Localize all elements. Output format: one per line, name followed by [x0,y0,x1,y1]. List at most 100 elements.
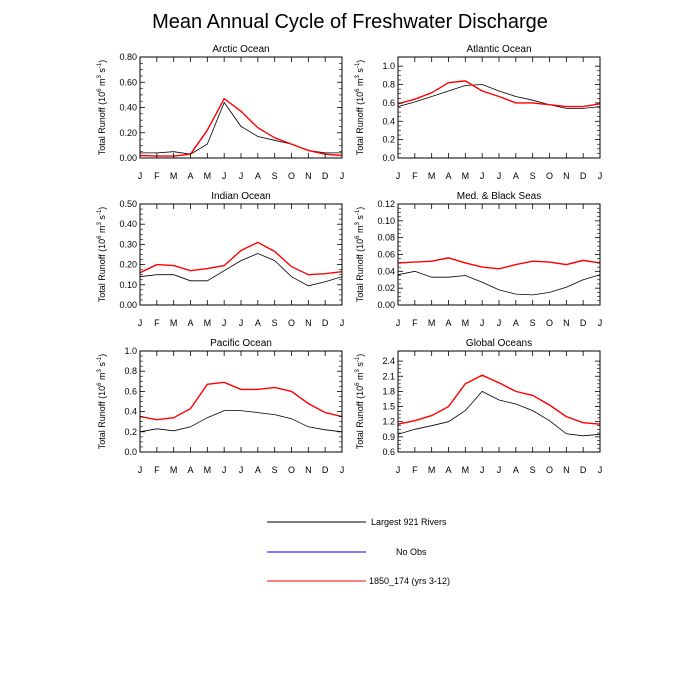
x-tick-label: M [170,465,178,475]
x-tick-label: S [530,171,536,181]
x-tick-label: A [445,318,451,328]
y-tick-label: 0.20 [119,260,137,270]
x-tick-label: M [204,465,212,475]
y-tick-label: 1.5 [382,402,395,412]
x-tick-label: F [154,318,160,328]
y-tick-label: 0.4 [382,116,395,126]
x-tick-label: A [187,318,193,328]
x-tick-label: A [255,171,261,181]
y-axis-label: Total Runoff (106 m3 s-1) [355,354,365,449]
y-axis-label: Total Runoff (106 m3 s-1) [97,60,107,155]
x-tick-label: D [580,171,587,181]
x-tick-label: J [396,318,401,328]
series-line-largest-921-rivers [140,410,342,433]
x-tick-label: M [428,318,436,328]
x-tick-label: J [138,171,143,181]
y-tick-label: 1.8 [382,386,395,396]
y-tick-label: 0.8 [382,80,395,90]
y-tick-label: 0.00 [119,153,137,163]
plot-frame [397,56,601,159]
x-tick-label: D [580,318,587,328]
series-line-1850-174-yrs-3-12 [140,97,342,157]
series-line-1850-174-yrs-3-12 [398,257,600,270]
x-tick-label: J [239,318,244,328]
x-tick-label: M [204,171,212,181]
legend-label: No Obs [396,547,427,557]
x-tick-label: J [480,465,485,475]
x-tick-label: A [255,318,261,328]
x-tick-label: J [222,318,227,328]
y-axis-label: Total Runoff (106 m3 s-1) [355,60,365,155]
y-tick-label: 0.9 [382,432,395,442]
y-tick-label: 0.80 [119,52,137,62]
legend-label: 1850_174 (yrs 3-12) [369,576,450,586]
x-tick-label: O [546,465,553,475]
plot-frame [397,350,601,453]
series-line-1850-174-yrs-3-12 [398,374,600,425]
y-tick-label: 0.50 [119,199,137,209]
x-tick-label: M [170,318,178,328]
x-tick-label: A [513,465,519,475]
y-tick-label: 0.10 [119,280,137,290]
x-tick-label: D [322,465,329,475]
x-tick-label: J [497,171,502,181]
x-tick-label: O [546,318,553,328]
x-tick-label: M [428,171,436,181]
series-line-largest-921-rivers [398,270,600,296]
x-tick-label: F [154,465,160,475]
x-tick-label: J [480,171,485,181]
x-tick-label: A [255,465,261,475]
y-axis-label: Total Runoff (106 m3 s-1) [97,354,107,449]
x-tick-label: O [288,465,295,475]
y-axis-label: Total Runoff (106 m3 s-1) [97,207,107,302]
y-tick-label: 0.6 [382,447,395,457]
y-tick-label: 0.0 [124,447,137,457]
x-tick-label: J [598,318,603,328]
x-tick-label: J [138,318,143,328]
x-tick-label: S [272,318,278,328]
series-line-largest-921-rivers [140,101,342,155]
x-tick-label: J [138,465,143,475]
plot-frame [139,56,343,159]
y-tick-label: 0.40 [119,219,137,229]
figure-title: Mean Annual Cycle of Freshwater Discharg… [152,11,548,33]
y-tick-label: 0.30 [119,239,137,249]
x-tick-label: S [272,465,278,475]
x-tick-label: A [513,318,519,328]
x-tick-label: A [187,465,193,475]
x-tick-label: J [480,318,485,328]
x-tick-label: J [340,465,345,475]
x-tick-label: A [445,465,451,475]
x-tick-label: M [462,318,470,328]
x-tick-label: M [204,318,212,328]
x-tick-label: N [563,318,570,328]
y-tick-label: 0.2 [124,427,137,437]
y-tick-label: 0.10 [377,216,395,226]
series-line-1850-174-yrs-3-12 [398,80,600,108]
panel-title: Atlantic Ocean [466,44,531,55]
y-tick-label: 0.00 [377,300,395,310]
y-tick-label: 0.12 [377,199,395,209]
x-tick-label: J [598,171,603,181]
y-tick-label: 0.04 [377,266,395,276]
y-tick-label: 0.6 [124,386,137,396]
series-line-largest-921-rivers [398,84,600,109]
x-tick-label: J [340,171,345,181]
x-tick-label: J [598,465,603,475]
x-tick-label: M [462,171,470,181]
x-tick-label: O [546,171,553,181]
series-line-largest-921-rivers [398,390,600,437]
series-line-1850-174-yrs-3-12 [140,241,342,276]
legend: Largest 921 Rivers No Obs 1850_174 (yrs 3-… [267,517,450,586]
x-tick-label: J [222,171,227,181]
y-tick-label: 0.08 [377,233,395,243]
x-tick-label: N [305,465,312,475]
plot-frame [139,350,343,453]
x-tick-label: J [239,171,244,181]
x-tick-label: M [170,171,178,181]
